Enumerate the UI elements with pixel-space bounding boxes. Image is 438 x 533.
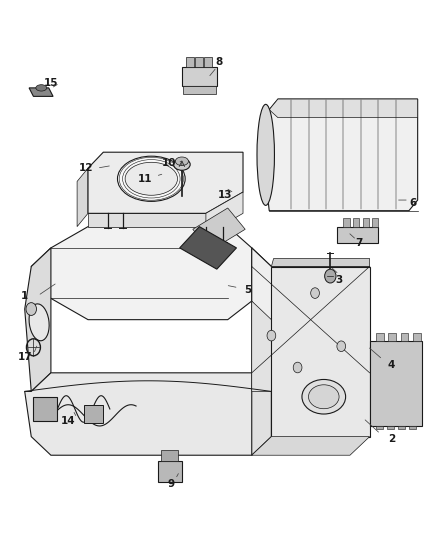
Circle shape [267,330,276,341]
Ellipse shape [175,157,188,165]
Text: 5: 5 [244,286,251,295]
Ellipse shape [125,163,177,195]
Text: 14: 14 [61,416,76,426]
Ellipse shape [36,85,47,91]
Polygon shape [387,426,394,429]
Text: 3: 3 [336,275,343,285]
Polygon shape [88,152,243,213]
Ellipse shape [173,159,190,170]
Text: 6: 6 [410,198,417,208]
Polygon shape [183,86,215,94]
Polygon shape [193,208,245,251]
Text: 11: 11 [138,174,152,184]
Polygon shape [204,56,212,67]
Polygon shape [401,333,409,341]
Polygon shape [33,397,57,421]
Polygon shape [337,227,378,243]
Polygon shape [252,248,272,455]
Text: 7: 7 [355,238,362,247]
Polygon shape [389,333,396,341]
Polygon shape [186,56,194,67]
Polygon shape [252,301,272,391]
Polygon shape [84,405,103,423]
Polygon shape [180,227,237,269]
Text: 15: 15 [44,78,58,88]
Polygon shape [269,99,418,118]
Ellipse shape [308,385,339,409]
Circle shape [325,269,336,283]
Polygon shape [376,426,383,429]
Polygon shape [161,450,178,461]
Polygon shape [272,259,370,266]
Polygon shape [372,217,378,227]
Ellipse shape [257,104,275,205]
Text: 2: 2 [388,434,395,445]
Ellipse shape [29,304,49,341]
Polygon shape [376,333,384,341]
Polygon shape [363,217,369,227]
Polygon shape [25,373,272,455]
Polygon shape [206,192,243,235]
Ellipse shape [117,156,185,201]
Text: 9: 9 [167,480,174,489]
Text: 17: 17 [18,352,32,362]
Polygon shape [25,248,51,391]
Polygon shape [353,217,359,227]
Text: 12: 12 [78,163,93,173]
Polygon shape [88,213,206,227]
Text: 8: 8 [215,57,223,67]
Circle shape [337,341,346,352]
Polygon shape [29,88,53,96]
Text: 4: 4 [388,360,395,370]
Polygon shape [261,99,418,211]
Text: 1: 1 [21,290,28,301]
Circle shape [293,362,302,373]
Polygon shape [158,461,182,482]
Polygon shape [272,266,370,437]
Circle shape [26,303,36,316]
Polygon shape [77,168,88,227]
Polygon shape [343,217,350,227]
Text: 10: 10 [162,158,176,168]
Polygon shape [409,426,416,429]
Polygon shape [195,56,203,67]
Ellipse shape [302,379,346,414]
Polygon shape [370,341,422,426]
Polygon shape [31,227,252,320]
Text: 13: 13 [218,190,233,200]
Circle shape [311,288,319,298]
Polygon shape [182,67,217,86]
Polygon shape [413,333,421,341]
Polygon shape [252,437,370,455]
Polygon shape [252,248,370,336]
Polygon shape [398,426,405,429]
